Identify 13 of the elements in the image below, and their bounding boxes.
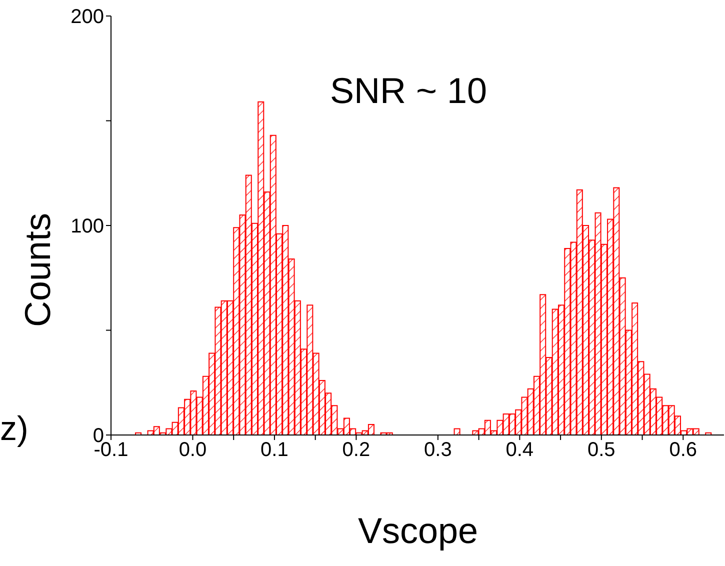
annotation: SNR ~ 10 <box>330 70 488 112</box>
y-tick-label: 100 <box>70 216 104 238</box>
x-tick-label: 0.4 <box>506 439 534 462</box>
x-tick-label: 0.6 <box>669 439 698 462</box>
x-axis-title: Vscope <box>356 510 480 552</box>
y-tick-label: 200 <box>70 6 104 28</box>
text: z) <box>0 410 28 449</box>
x-tick-label: 0.0 <box>178 439 207 462</box>
y-axis-title: Counts <box>17 212 59 328</box>
x-tick-label: 0.2 <box>342 439 370 462</box>
x-tick-label: 0.5 <box>587 439 616 462</box>
x-tick-label: 0.1 <box>260 439 288 462</box>
x-tick-label: 0.3 <box>424 439 452 462</box>
